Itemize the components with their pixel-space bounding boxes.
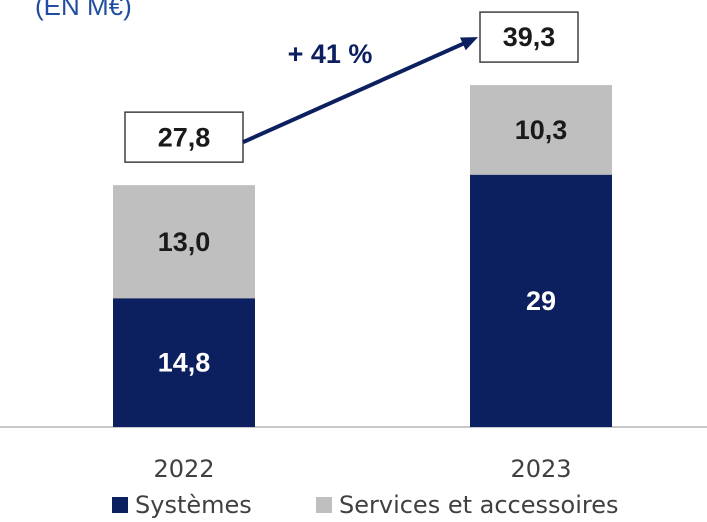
arrow-head — [460, 37, 478, 51]
data-label: 29 — [526, 286, 556, 316]
growth-label: + 41 % — [288, 39, 373, 69]
total-label: 27,8 — [158, 122, 211, 152]
chart-title: (EN M€) — [35, 0, 132, 21]
data-label: 13,0 — [158, 227, 211, 257]
data-label: 14,8 — [158, 348, 211, 378]
x-tick-label: 2022 — [153, 455, 214, 483]
bar-segment — [113, 185, 255, 299]
legend-swatch — [316, 497, 332, 513]
total-box — [124, 111, 244, 163]
legend-label: Systèmes — [135, 491, 252, 519]
bar-segment — [470, 174, 612, 427]
x-tick-label: 2023 — [510, 455, 571, 483]
bar-segment — [113, 298, 255, 427]
legend-label: Services et accessoires — [339, 491, 618, 519]
legend-swatch — [112, 497, 128, 513]
total-label: 39,3 — [503, 22, 556, 52]
bar-segment — [470, 85, 612, 175]
growth-arrow — [242, 39, 469, 144]
total-box — [479, 11, 579, 63]
data-label: 10,3 — [515, 115, 568, 145]
